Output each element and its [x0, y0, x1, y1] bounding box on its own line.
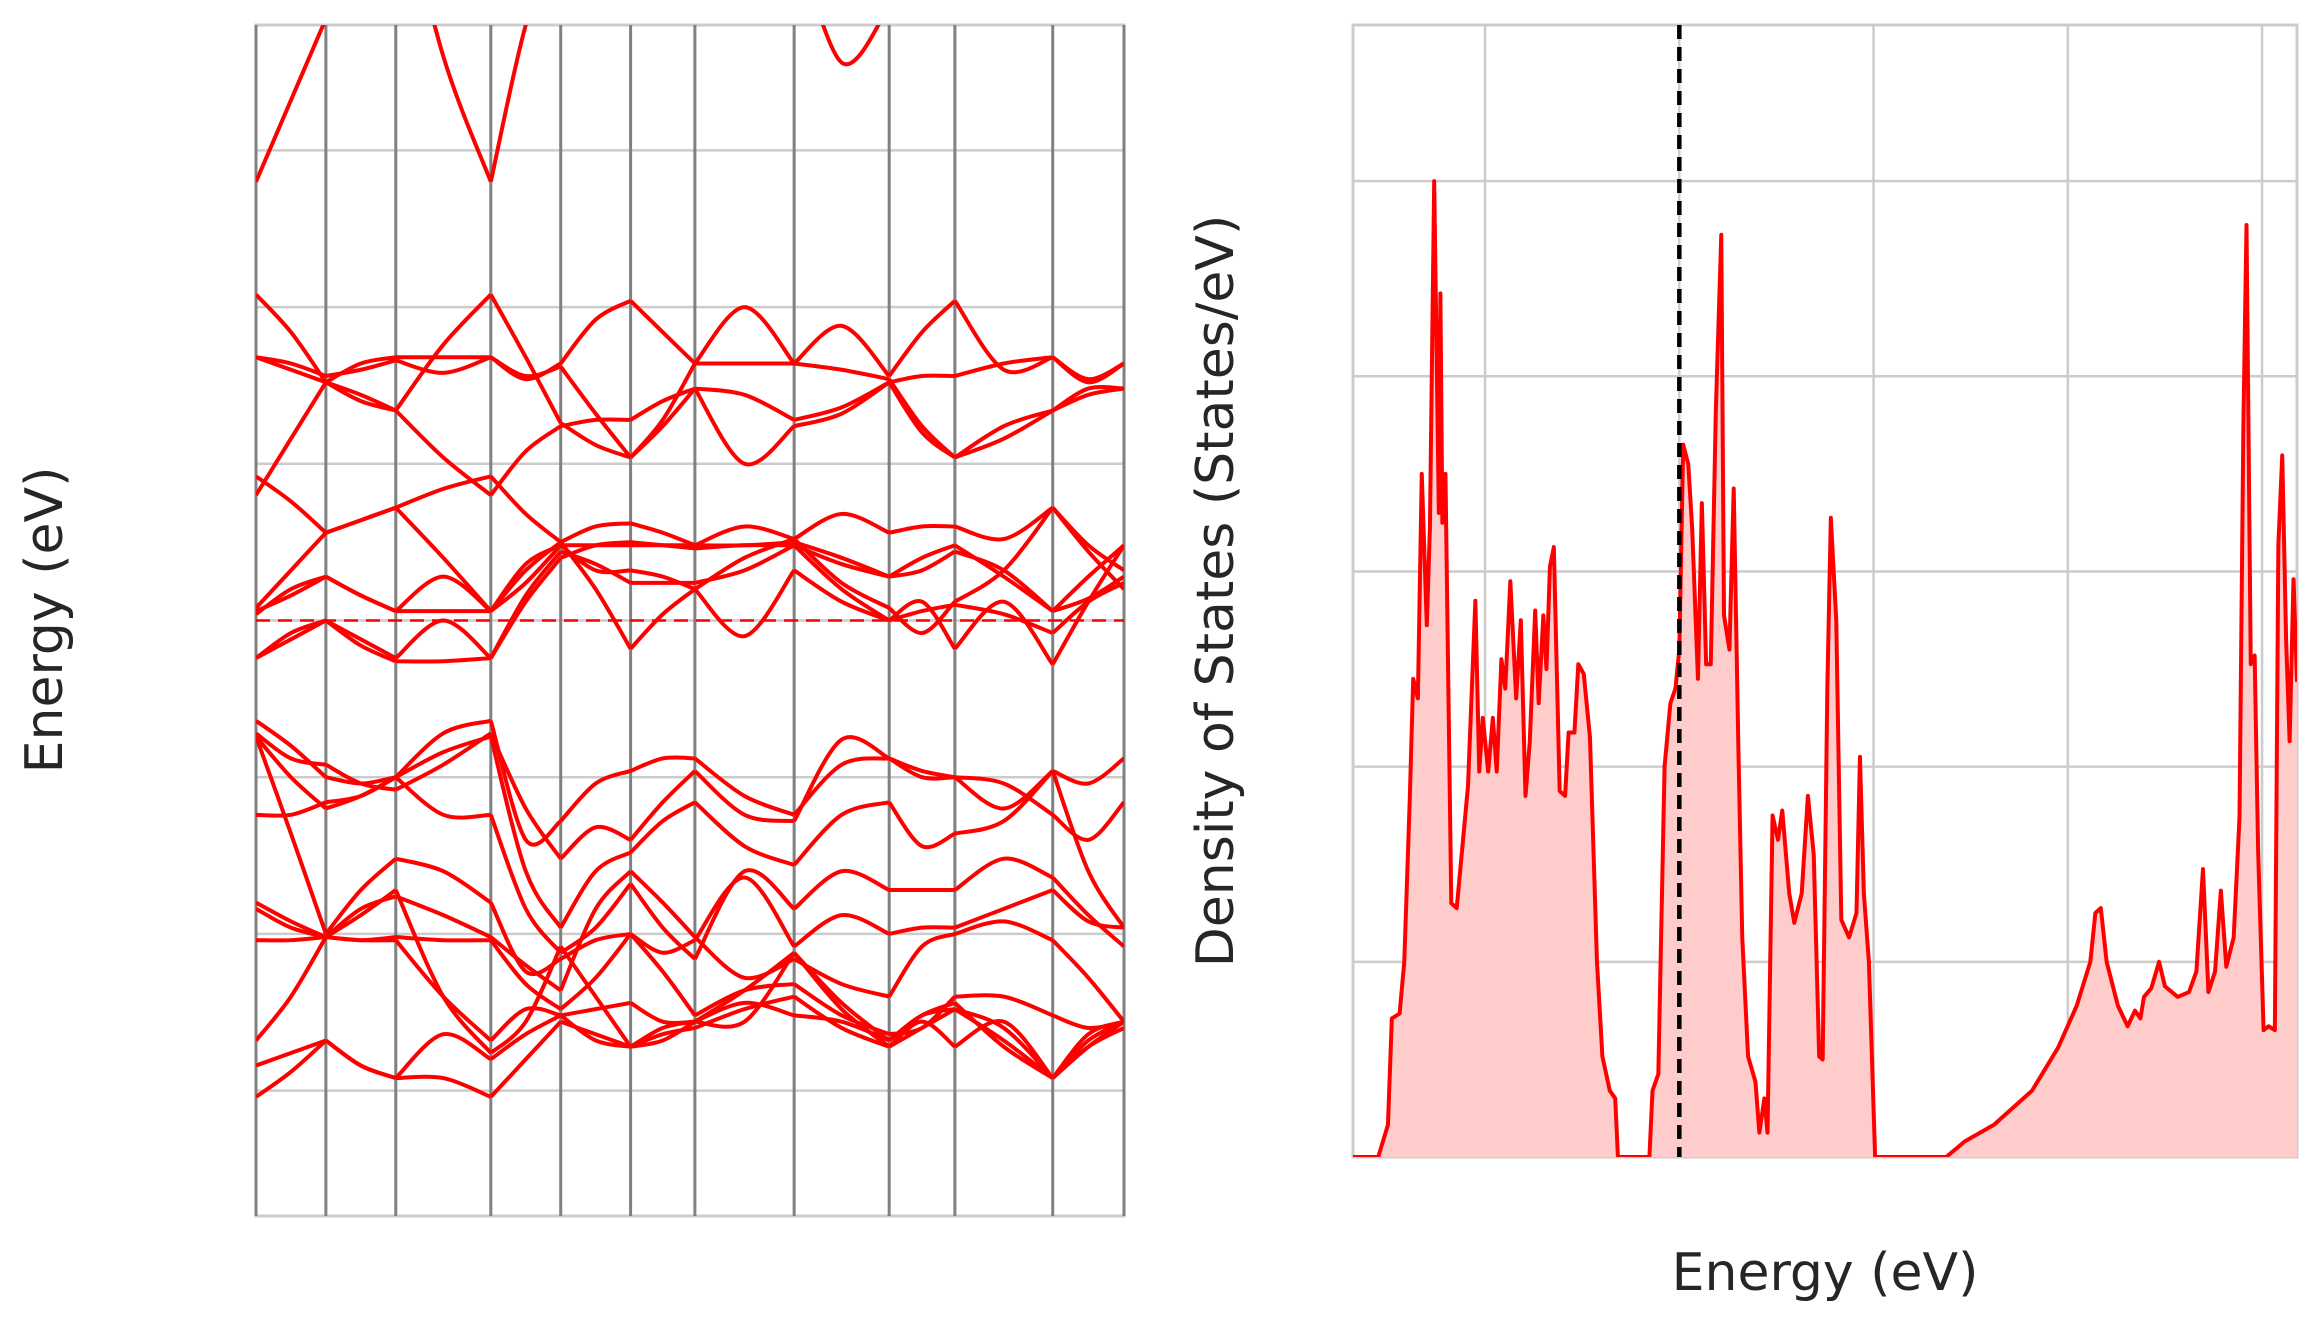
band-line [256, 869, 1124, 1023]
band-ylabel: Energy (eV) [15, 467, 75, 774]
bands-group [256, 25, 1124, 1099]
band-line [256, 299, 1124, 385]
band-line [256, 735, 1124, 976]
band-line [256, 994, 1124, 1099]
dos-group [1353, 25, 2297, 1157]
band-line [256, 543, 1124, 660]
band-line [256, 775, 1124, 961]
dos-ylabel: Density of States (States/eV) [1186, 215, 1246, 968]
band-line [256, 506, 1124, 636]
band-line [256, 293, 1124, 460]
dos-fill [1353, 181, 2297, 1157]
dos-line [1353, 179, 2297, 1157]
band-line [256, 355, 1124, 460]
band-line [256, 25, 881, 183]
dos-plot [1351, 23, 2299, 1159]
band-line [256, 355, 1124, 497]
dos-xlabel: Energy (eV) [1672, 1243, 1979, 1303]
band-line [256, 731, 1124, 861]
band-structure-plot [254, 23, 1126, 1218]
band-line [256, 888, 1124, 1080]
